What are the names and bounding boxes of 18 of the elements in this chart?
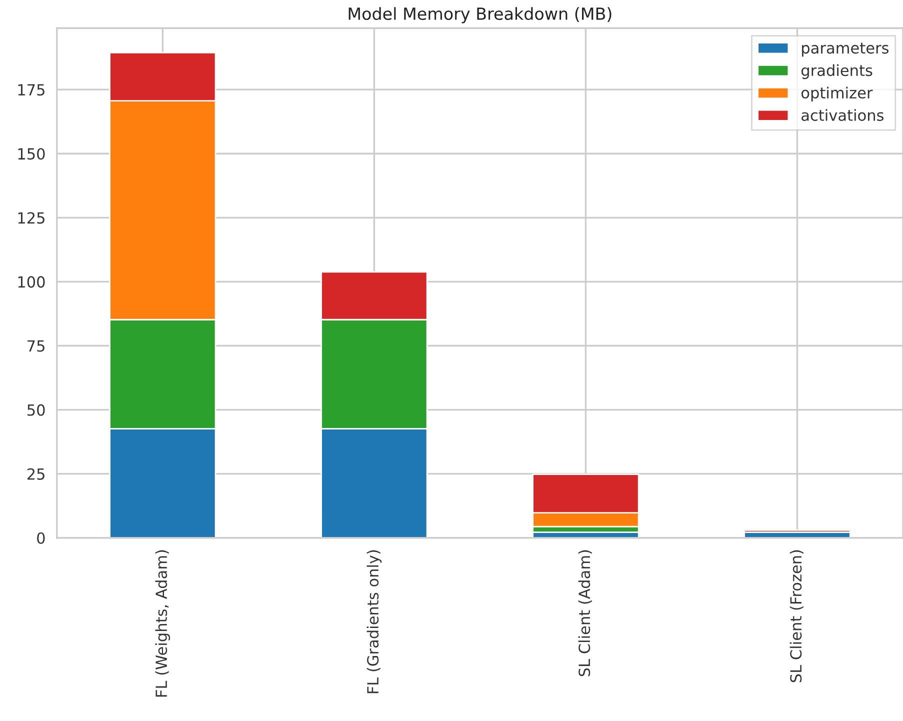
legend-label: optimizer xyxy=(801,86,873,102)
y-tick-label: 75 xyxy=(28,340,44,352)
legend-label: activations xyxy=(802,109,884,121)
y-tick-label: 0 xyxy=(37,532,45,544)
x-tick-label: SL Client (Frozen) xyxy=(790,550,804,682)
y-tick-label: 175 xyxy=(18,84,44,96)
y-tick-label: 50 xyxy=(28,404,45,416)
y-tick-label: 125 xyxy=(18,212,44,224)
y-tick-label: 100 xyxy=(18,276,45,288)
legend-label: gradients xyxy=(801,64,872,80)
x-tick-label: SL Client (Adam) xyxy=(578,550,592,676)
y-tick-label: 25 xyxy=(27,468,44,480)
x-tick-label: FL (Gradients only) xyxy=(366,550,382,694)
y-tick-label: 150 xyxy=(18,148,45,160)
legend-label: parameters xyxy=(802,42,889,57)
chart-title: Model Memory Breakdown (MB) xyxy=(348,7,612,24)
x-tick-label: FL (Weights, Adam) xyxy=(155,550,170,697)
bar xyxy=(744,529,851,533)
